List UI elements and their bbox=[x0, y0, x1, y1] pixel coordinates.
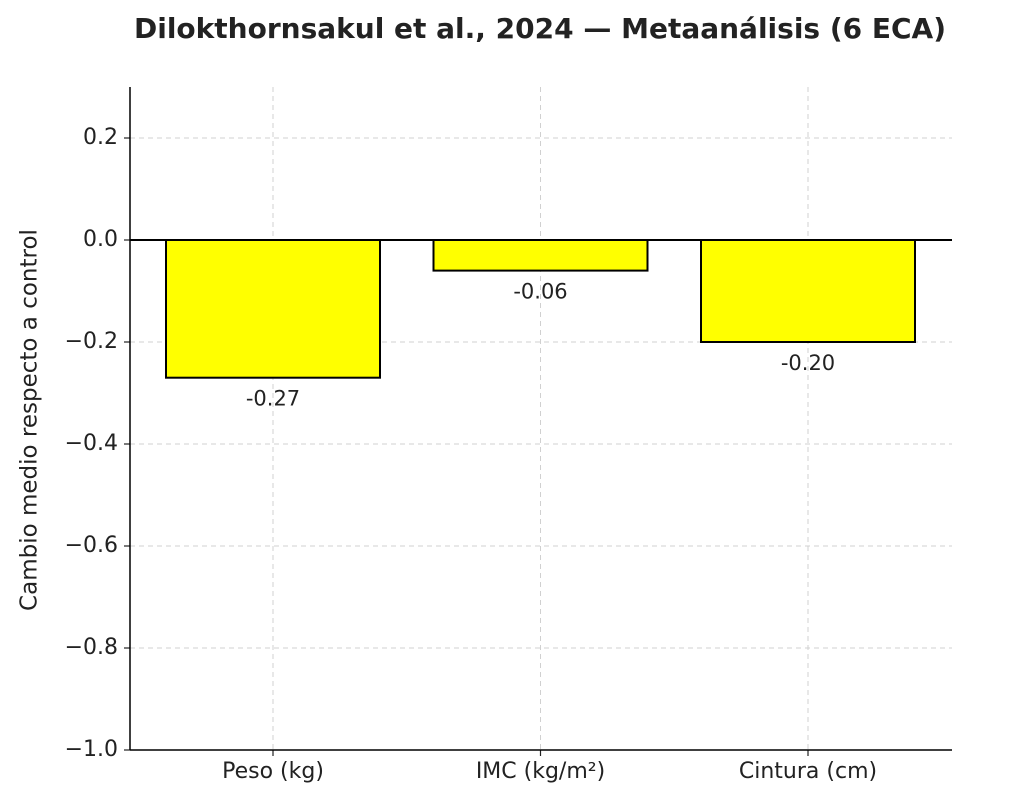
x-tick-label: Peso (kg) bbox=[222, 759, 324, 784]
bar bbox=[165, 239, 381, 379]
value-label: -0.20 bbox=[781, 351, 835, 375]
x-tick-label: Cintura (cm) bbox=[739, 759, 877, 784]
chart-title: Dilokthornsakul et al., 2024 — Metaanáli… bbox=[134, 12, 946, 45]
y-tick-label: −0.2 bbox=[65, 329, 118, 354]
y-tick-label: −0.4 bbox=[65, 431, 118, 456]
y-tick-label: 0.0 bbox=[83, 227, 118, 252]
y-axis-label: Cambio medio respecto a control bbox=[17, 229, 43, 611]
bar bbox=[432, 239, 649, 272]
value-label: -0.06 bbox=[513, 280, 567, 304]
bar bbox=[700, 239, 916, 343]
y-tick-label: 0.2 bbox=[83, 125, 118, 150]
y-tick-label: −0.8 bbox=[65, 635, 118, 660]
x-tick-label: IMC (kg/m²) bbox=[476, 759, 605, 784]
y-tick-label: −0.6 bbox=[65, 533, 118, 558]
value-label: -0.27 bbox=[246, 387, 300, 411]
y-tick-label: −1.0 bbox=[65, 737, 118, 762]
